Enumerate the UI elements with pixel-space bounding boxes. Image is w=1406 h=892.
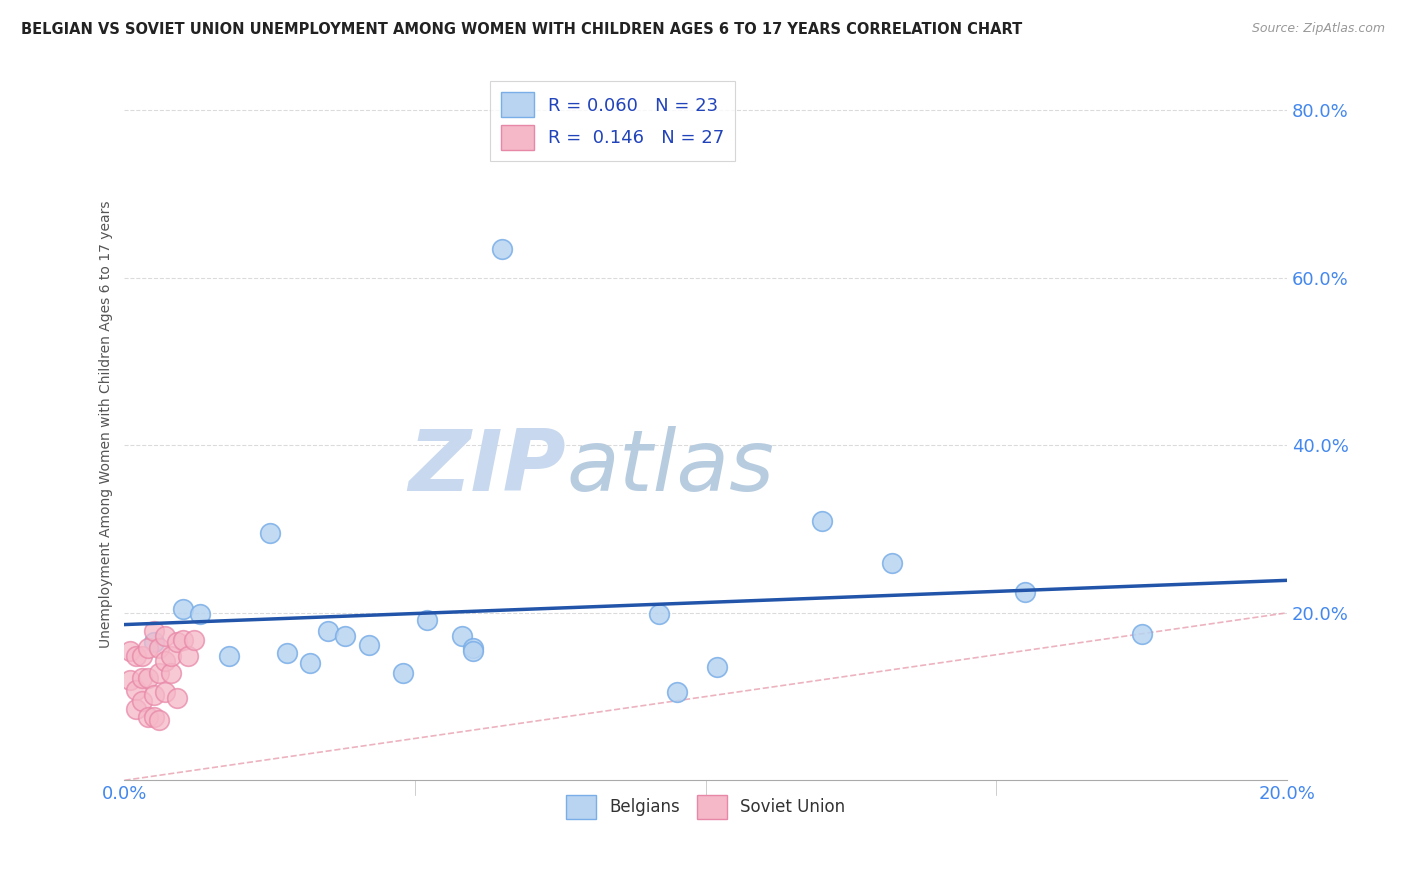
Point — [125, 682, 148, 697]
Point — [120, 673, 142, 687]
Point — [357, 638, 380, 652]
Point — [299, 656, 322, 670]
Point — [136, 671, 159, 685]
Point — [188, 607, 211, 622]
Text: Source: ZipAtlas.com: Source: ZipAtlas.com — [1251, 22, 1385, 36]
Point — [160, 649, 183, 664]
Point — [136, 640, 159, 655]
Point — [148, 640, 170, 655]
Point — [316, 624, 339, 639]
Text: ZIP: ZIP — [409, 425, 567, 508]
Point — [183, 632, 205, 647]
Point — [259, 526, 281, 541]
Point — [131, 671, 153, 685]
Point — [172, 632, 194, 647]
Point — [160, 666, 183, 681]
Point — [1014, 585, 1036, 599]
Legend: Belgians, Soviet Union: Belgians, Soviet Union — [560, 789, 852, 825]
Point — [153, 654, 176, 668]
Point — [142, 710, 165, 724]
Point — [880, 556, 903, 570]
Point — [335, 629, 357, 643]
Point — [811, 514, 834, 528]
Text: BELGIAN VS SOVIET UNION UNEMPLOYMENT AMONG WOMEN WITH CHILDREN AGES 6 TO 17 YEAR: BELGIAN VS SOVIET UNION UNEMPLOYMENT AMO… — [21, 22, 1022, 37]
Point — [142, 635, 165, 649]
Point — [136, 710, 159, 724]
Point — [665, 685, 688, 699]
Point — [463, 640, 485, 655]
Point — [131, 649, 153, 664]
Point — [450, 629, 472, 643]
Point — [218, 649, 240, 664]
Point — [166, 635, 188, 649]
Point — [166, 691, 188, 706]
Point — [142, 688, 165, 702]
Point — [276, 646, 298, 660]
Point — [706, 660, 728, 674]
Point — [463, 643, 485, 657]
Point — [125, 649, 148, 664]
Point — [491, 242, 513, 256]
Point — [153, 629, 176, 643]
Point — [148, 713, 170, 727]
Point — [1130, 626, 1153, 640]
Point — [142, 624, 165, 639]
Point — [177, 649, 200, 664]
Point — [172, 601, 194, 615]
Text: atlas: atlas — [567, 425, 775, 508]
Point — [153, 685, 176, 699]
Point — [125, 702, 148, 716]
Point — [148, 666, 170, 681]
Y-axis label: Unemployment Among Women with Children Ages 6 to 17 years: Unemployment Among Women with Children A… — [100, 201, 114, 648]
Point — [120, 643, 142, 657]
Point — [416, 613, 439, 627]
Point — [131, 694, 153, 708]
Point — [648, 607, 671, 622]
Point — [392, 666, 415, 681]
